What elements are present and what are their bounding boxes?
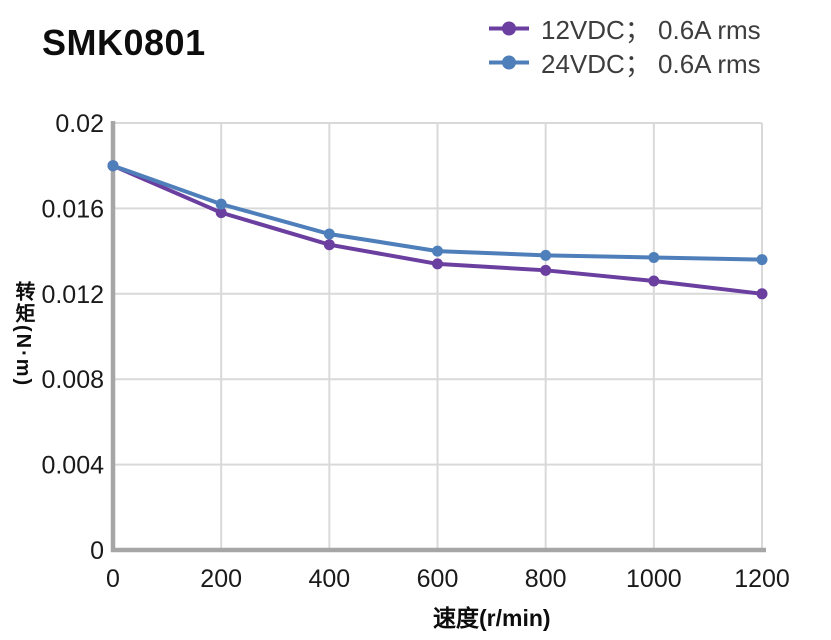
y-axis-title: 转矩(N·m) xyxy=(12,281,34,388)
x-tick-label: 0 xyxy=(106,565,120,593)
data-point xyxy=(540,249,552,261)
y-tick-label: 0.008 xyxy=(41,366,104,394)
x-tick-label: 1200 xyxy=(734,565,790,593)
data-point xyxy=(540,264,552,276)
y-tick-label: 0.004 xyxy=(41,452,104,480)
legend-marker-12vdc-icon xyxy=(489,21,529,36)
data-point xyxy=(648,275,660,287)
data-point xyxy=(756,288,768,300)
x-axis-title: 速度(r/min) xyxy=(433,605,551,631)
data-point xyxy=(323,239,335,251)
x-tick-label: 400 xyxy=(308,565,350,593)
data-point xyxy=(215,207,227,219)
data-point xyxy=(648,252,660,264)
x-tick-label: 200 xyxy=(200,565,242,593)
y-tick-label: 0.02 xyxy=(55,110,104,138)
x-tick-label: 800 xyxy=(525,565,567,593)
y-tick-label: 0.012 xyxy=(41,281,104,309)
legend-label-12vdc: 12VDC； 0.6A rms xyxy=(541,15,761,45)
legend-label-24vdc: 24VDC； 0.6A rms xyxy=(541,49,761,79)
data-point xyxy=(107,160,119,172)
data-point xyxy=(323,228,335,240)
legend-item-24vdc: 24VDC； 0.6A rms xyxy=(488,47,761,79)
legend-marker-24vdc-icon xyxy=(489,55,529,70)
x-tick-label: 600 xyxy=(417,565,459,593)
chart-title: SMK0801 xyxy=(42,22,206,63)
data-point xyxy=(432,245,443,257)
y-tick-label: 0 xyxy=(90,537,104,565)
x-tick-label: 1000 xyxy=(626,565,682,593)
data-point xyxy=(756,254,768,266)
data-point xyxy=(432,258,443,270)
y-tick-label: 0.016 xyxy=(41,195,104,223)
legend-item-12vdc: 12VDC； 0.6A rms xyxy=(488,13,761,45)
legend: 12VDC； 0.6A rms 24VDC； 0.6A rms xyxy=(488,13,761,79)
data-point xyxy=(215,198,227,210)
